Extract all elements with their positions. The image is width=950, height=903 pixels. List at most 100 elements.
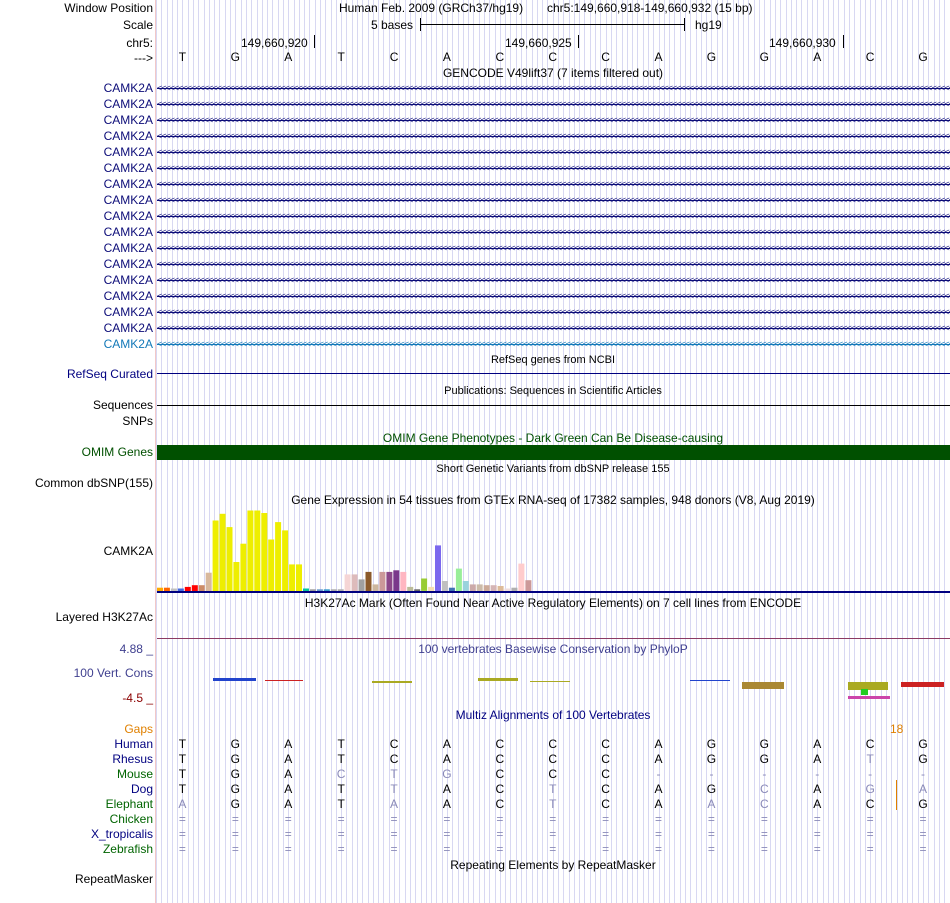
gencode-transcript-line[interactable]: <<<<<<<<<<<<<<<<<<<<<<<<<<<<<<<<<<<<<<<<…: [157, 259, 950, 269]
alignment-base: =: [496, 842, 504, 856]
gencode-gene-label[interactable]: CAMK2A: [103, 257, 153, 271]
reference-base: G: [230, 50, 241, 64]
alignment-base: T: [549, 782, 557, 796]
species-label[interactable]: Chicken: [109, 812, 153, 826]
refseq-line[interactable]: [157, 373, 950, 374]
gencode-gene-label[interactable]: CAMK2A: [103, 337, 153, 351]
gencode-transcript-line[interactable]: <<<<<<<<<<<<<<<<<<<<<<<<<<<<<<<<<<<<<<<<…: [157, 339, 950, 349]
gencode-gene-label[interactable]: CAMK2A: [103, 273, 153, 287]
strand-arrows: <<<<<<<<<<<<<<<<<<<<<<<<<<<<<<<<<<<<<<<<…: [157, 259, 950, 269]
gencode-transcript-line[interactable]: <<<<<<<<<<<<<<<<<<<<<<<<<<<<<<<<<<<<<<<<…: [157, 243, 950, 253]
alignment-base: T: [866, 752, 874, 766]
alignment-base: C: [865, 737, 875, 751]
alignment-base: G: [230, 782, 241, 796]
species-label[interactable]: Zebrafish: [102, 842, 153, 856]
multiz-track-title[interactable]: Multiz Alignments of 100 Vertebrates: [455, 708, 651, 722]
cons-track-label[interactable]: 100 Vert. Cons: [73, 666, 153, 680]
gaps-label[interactable]: Gaps: [124, 722, 153, 736]
alignment-base: T: [178, 752, 187, 766]
cons-track-title[interactable]: 100 vertebrates Basewise Conservation by…: [418, 642, 688, 656]
pubs-track-title[interactable]: Publications: Sequences in Scientific Ar…: [444, 385, 662, 397]
dbsnp-track-title[interactable]: Short Genetic Variants from dbSNP releas…: [436, 463, 670, 475]
refseq-track-label[interactable]: RefSeq Curated: [66, 367, 153, 381]
alignment-base: =: [231, 827, 239, 841]
reference-base: G: [918, 50, 928, 64]
gencode-gene-label[interactable]: CAMK2A: [103, 289, 153, 303]
snps-label[interactable]: SNPs: [122, 414, 153, 428]
gencode-transcript-line[interactable]: <<<<<<<<<<<<<<<<<<<<<<<<<<<<<<<<<<<<<<<<…: [157, 131, 950, 141]
alignment-base: =: [443, 812, 451, 826]
gencode-transcript-line[interactable]: <<<<<<<<<<<<<<<<<<<<<<<<<<<<<<<<<<<<<<<<…: [157, 211, 950, 221]
alignment-base: C: [495, 797, 505, 811]
gencode-transcript-line[interactable]: <<<<<<<<<<<<<<<<<<<<<<<<<<<<<<<<<<<<<<<<…: [157, 163, 950, 173]
alignment-base: =: [284, 812, 292, 826]
strand-arrows: <<<<<<<<<<<<<<<<<<<<<<<<<<<<<<<<<<<<<<<<…: [157, 243, 950, 253]
alignment-base: G: [918, 737, 928, 751]
gencode-transcript-line[interactable]: <<<<<<<<<<<<<<<<<<<<<<<<<<<<<<<<<<<<<<<<…: [157, 195, 950, 205]
gencode-gene-label[interactable]: CAMK2A: [103, 81, 153, 95]
reference-base: C: [548, 50, 558, 64]
gencode-gene-label[interactable]: CAMK2A: [103, 305, 153, 319]
alignment-base: A: [813, 752, 822, 766]
omim-gene-bar[interactable]: [157, 445, 950, 460]
alignment-base: -: [921, 767, 926, 781]
alignment-base: =: [602, 812, 610, 826]
alignment-base: A: [654, 752, 663, 766]
gencode-transcript-line[interactable]: <<<<<<<<<<<<<<<<<<<<<<<<<<<<<<<<<<<<<<<<…: [157, 83, 950, 93]
h3k27ac-track-label[interactable]: Layered H3K27Ac: [55, 610, 153, 624]
gencode-transcript-line[interactable]: <<<<<<<<<<<<<<<<<<<<<<<<<<<<<<<<<<<<<<<<…: [157, 147, 950, 157]
omim-track-label[interactable]: OMIM Genes: [81, 445, 153, 459]
coord-label: 149,660,925: [505, 36, 572, 50]
gencode-gene-label[interactable]: CAMK2A: [103, 241, 153, 255]
alignment-base: G: [230, 767, 241, 781]
gencode-transcript-line[interactable]: <<<<<<<<<<<<<<<<<<<<<<<<<<<<<<<<<<<<<<<<…: [157, 291, 950, 301]
gencode-track-title[interactable]: GENCODE V49lift37 (7 items filtered out): [442, 66, 664, 80]
alignment-base: C: [760, 782, 769, 796]
gencode-gene-label[interactable]: CAMK2A: [103, 129, 153, 143]
species-label[interactable]: Mouse: [116, 767, 153, 781]
gencode-transcript-line[interactable]: <<<<<<<<<<<<<<<<<<<<<<<<<<<<<<<<<<<<<<<<…: [157, 307, 950, 317]
gencode-gene-label[interactable]: CAMK2A: [103, 209, 153, 223]
gencode-gene-label[interactable]: CAMK2A: [103, 177, 153, 191]
dbsnp-track-label[interactable]: Common dbSNP(155): [34, 476, 153, 490]
alignment-base: C: [495, 782, 505, 796]
strand-arrows: <<<<<<<<<<<<<<<<<<<<<<<<<<<<<<<<<<<<<<<<…: [157, 83, 950, 93]
species-label[interactable]: Human: [114, 737, 153, 751]
gencode-gene-label[interactable]: CAMK2A: [103, 321, 153, 335]
gencode-gene-label[interactable]: CAMK2A: [103, 145, 153, 159]
gtex-track-label[interactable]: CAMK2A: [103, 544, 153, 558]
alignment-base: C: [548, 767, 558, 781]
gencode-transcript-line[interactable]: <<<<<<<<<<<<<<<<<<<<<<<<<<<<<<<<<<<<<<<<…: [157, 275, 950, 285]
alignment-base: -: [709, 767, 714, 781]
coord-tick: [843, 35, 844, 48]
species-label[interactable]: Elephant: [105, 797, 153, 811]
species-label[interactable]: X_tropicalis: [90, 827, 153, 841]
species-label[interactable]: Dog: [130, 782, 153, 796]
position-readout[interactable]: chr5:149,660,918-149,660,932 (15 bp): [547, 1, 753, 15]
alignment-base: T: [549, 797, 557, 811]
gencode-gene-label[interactable]: CAMK2A: [103, 193, 153, 207]
reference-base: A: [284, 50, 293, 64]
gtex-track-title[interactable]: Gene Expression in 54 tissues from GTEx …: [291, 493, 815, 507]
gencode-gene-label[interactable]: CAMK2A: [103, 161, 153, 175]
refseq-track-title[interactable]: RefSeq genes from NCBI: [490, 354, 616, 366]
cons-glyph: [265, 680, 303, 681]
species-label[interactable]: Rhesus: [112, 752, 153, 766]
gencode-transcript-line[interactable]: <<<<<<<<<<<<<<<<<<<<<<<<<<<<<<<<<<<<<<<<…: [157, 323, 950, 333]
repeatmasker-track-label[interactable]: RepeatMasker: [74, 872, 153, 886]
pubs-track-label[interactable]: Sequences: [92, 398, 153, 412]
gencode-gene-label[interactable]: CAMK2A: [103, 225, 153, 239]
gencode-transcript-line[interactable]: <<<<<<<<<<<<<<<<<<<<<<<<<<<<<<<<<<<<<<<<…: [157, 99, 950, 109]
alignment-base: =: [919, 827, 927, 841]
gencode-transcript-line[interactable]: <<<<<<<<<<<<<<<<<<<<<<<<<<<<<<<<<<<<<<<<…: [157, 115, 950, 125]
repeatmasker-track-title[interactable]: Repeating Elements by RepeatMasker: [450, 858, 656, 872]
gencode-transcript-line[interactable]: <<<<<<<<<<<<<<<<<<<<<<<<<<<<<<<<<<<<<<<<…: [157, 179, 950, 189]
gencode-gene-label[interactable]: CAMK2A: [103, 97, 153, 111]
h3k27ac-track-title[interactable]: H3K27Ac Mark (Often Found Near Active Re…: [304, 596, 802, 610]
gencode-gene-label[interactable]: CAMK2A: [103, 113, 153, 127]
alignment-base: A: [178, 797, 187, 811]
pubs-line[interactable]: [157, 405, 950, 406]
gencode-transcript-line[interactable]: <<<<<<<<<<<<<<<<<<<<<<<<<<<<<<<<<<<<<<<<…: [157, 227, 950, 237]
omim-track-title[interactable]: OMIM Gene Phenotypes - Dark Green Can Be…: [382, 431, 724, 445]
alignment-base: C: [495, 737, 505, 751]
